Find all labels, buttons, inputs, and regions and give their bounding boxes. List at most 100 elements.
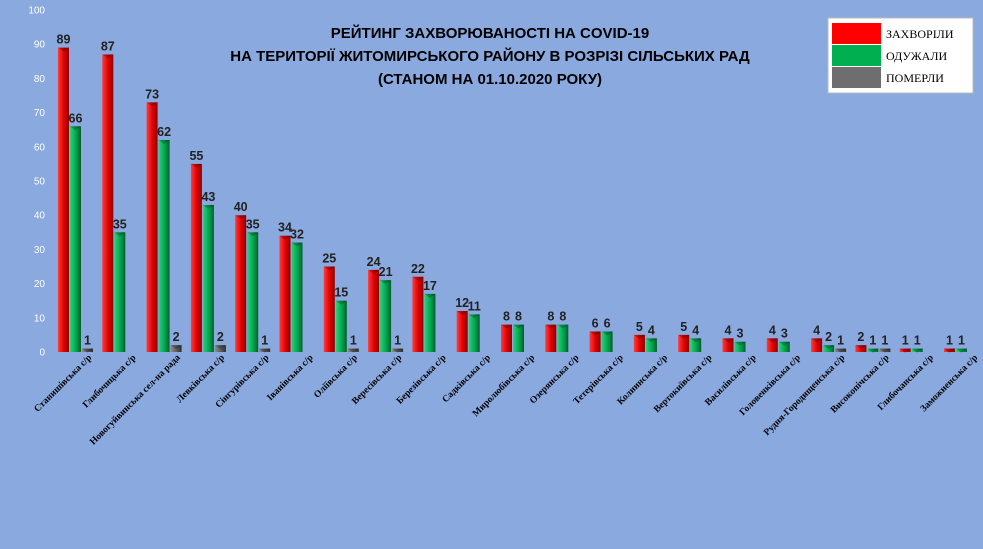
legend: ЗАХВОРІЛИ ОДУЖАЛИ ПОМЕРЛИ	[827, 17, 974, 94]
y-axis: 0 10 20 30 40 50 60 70 80 90 100	[28, 6, 45, 359]
data-label-cases: 25	[322, 252, 336, 266]
chart-title: РЕЙТИНГ ЗАХВОРЮВАНОСТІ НА COVID-19 НА ТЕ…	[230, 24, 750, 88]
bar-cap-recovered	[424, 293, 436, 298]
data-label-cases: 89	[57, 33, 71, 47]
bar-cap-recovered	[601, 331, 613, 336]
x-tick-label: Оліївська с/р	[312, 352, 360, 400]
bar-cases	[855, 345, 867, 352]
bar-cap-cases	[58, 47, 69, 52]
bar-cap-recovered	[247, 232, 259, 237]
bar-cases	[899, 348, 911, 352]
bar-deaths	[879, 348, 891, 352]
x-tick-label: Новогуйвинська сел-на рада	[88, 352, 183, 447]
data-label-recovered: 43	[201, 190, 215, 204]
data-label-recovered: 35	[113, 217, 127, 231]
bar-cap-recovered	[158, 139, 170, 144]
bar-cap-deaths	[347, 348, 359, 353]
bar-cases	[456, 310, 468, 352]
bar-cap-cases	[944, 348, 955, 353]
bar-cap-cases	[279, 235, 291, 240]
data-label-recovered: 3	[781, 327, 788, 341]
data-label-cases: 4	[813, 323, 820, 337]
y-tick-label: 60	[34, 142, 46, 153]
y-tick-label: 50	[34, 177, 46, 188]
data-label-cases: 8	[503, 310, 510, 324]
bar-recovered	[734, 341, 746, 352]
chart-title-line-2: НА ТЕРИТОРІЇ ЖИТОМИРСЬКОГО РАЙОНУ В РОЗР…	[230, 47, 750, 65]
bar-cap-cases	[722, 338, 734, 343]
legend-swatch-recovered	[832, 45, 881, 66]
bar-recovered	[911, 348, 923, 352]
data-label-recovered: 21	[379, 265, 393, 279]
data-label-cases: 40	[234, 200, 248, 214]
bar-deaths	[835, 348, 847, 352]
bar-cap-recovered	[645, 338, 657, 343]
data-label-cases: 34	[278, 221, 292, 235]
data-label-cases: 4	[725, 323, 732, 337]
bar-recovered	[601, 331, 613, 352]
bar-recovered	[291, 242, 303, 352]
bar-recovered	[956, 348, 967, 352]
data-label-deaths: 1	[261, 334, 268, 348]
y-tick-label: 10	[34, 313, 46, 324]
data-label-cases: 5	[636, 320, 643, 334]
bar-cap-recovered	[867, 348, 879, 353]
bar-cap-cases	[456, 310, 468, 315]
bar-cap-deaths	[392, 348, 404, 353]
data-label-deaths: 2	[173, 330, 180, 344]
bar-recovered	[247, 232, 259, 352]
bar-cap-recovered	[956, 348, 967, 353]
bar-cap-deaths	[259, 348, 271, 353]
bar-cases	[279, 235, 291, 352]
bar-cap-cases	[368, 269, 380, 274]
bar-cap-cases	[678, 334, 690, 339]
data-label-cases: 12	[455, 296, 469, 310]
y-tick-label: 0	[39, 348, 45, 359]
bar-cap-recovered	[291, 242, 303, 247]
bar-cases	[146, 102, 158, 352]
bar-recovered	[70, 126, 81, 352]
bar-cap-cases	[190, 163, 202, 168]
bar-cap-recovered	[734, 341, 746, 346]
bar-cap-cases	[412, 276, 424, 281]
y-tick-label: 40	[34, 211, 46, 222]
data-label-deaths: 1	[394, 334, 401, 348]
bar-cases	[811, 338, 823, 352]
x-tick-label: Рудня-Городищенська с/р	[762, 353, 847, 438]
bar-cases	[190, 163, 202, 352]
bar-cap-recovered	[557, 324, 569, 329]
data-label-cases: 73	[145, 87, 159, 101]
bar-cap-deaths	[835, 348, 847, 353]
legend-label-recovered: ОДУЖАЛИ	[886, 49, 947, 63]
bar-recovered	[557, 324, 569, 352]
bar-cap-deaths	[82, 348, 93, 353]
bar-cap-cases	[235, 215, 247, 220]
bar-cap-cases	[811, 338, 823, 343]
bar-cases	[766, 338, 778, 352]
bar-cap-deaths	[170, 345, 182, 350]
bar-recovered	[202, 204, 214, 352]
data-label-recovered: 62	[157, 125, 171, 139]
bar-recovered	[513, 324, 524, 352]
y-tick-label: 80	[34, 74, 46, 85]
data-label-recovered: 11	[468, 299, 481, 313]
bar-cap-cases	[323, 266, 335, 271]
data-label-deaths: 1	[837, 334, 844, 348]
bar-cap-cases	[545, 324, 557, 329]
chart-title-line-1: РЕЙТИНГ ЗАХВОРЮВАНОСТІ НА COVID-19	[331, 24, 649, 42]
bar-recovered	[690, 338, 702, 352]
bar-cap-recovered	[513, 324, 524, 329]
bar-cap-recovered	[70, 126, 81, 131]
data-label-cases: 55	[189, 149, 203, 163]
bar-cap-cases	[633, 334, 645, 339]
bar-cap-cases	[899, 348, 911, 353]
y-tick-label: 90	[34, 40, 46, 51]
data-label-cases: 24	[367, 255, 381, 269]
bar-marks	[58, 47, 967, 353]
data-label-recovered: 1	[914, 334, 921, 348]
data-labels: 8966187357362255432403513432251512421122…	[57, 33, 965, 348]
bar-recovered	[778, 341, 790, 352]
bar-recovered	[158, 139, 170, 352]
data-label-deaths: 1	[84, 334, 91, 348]
